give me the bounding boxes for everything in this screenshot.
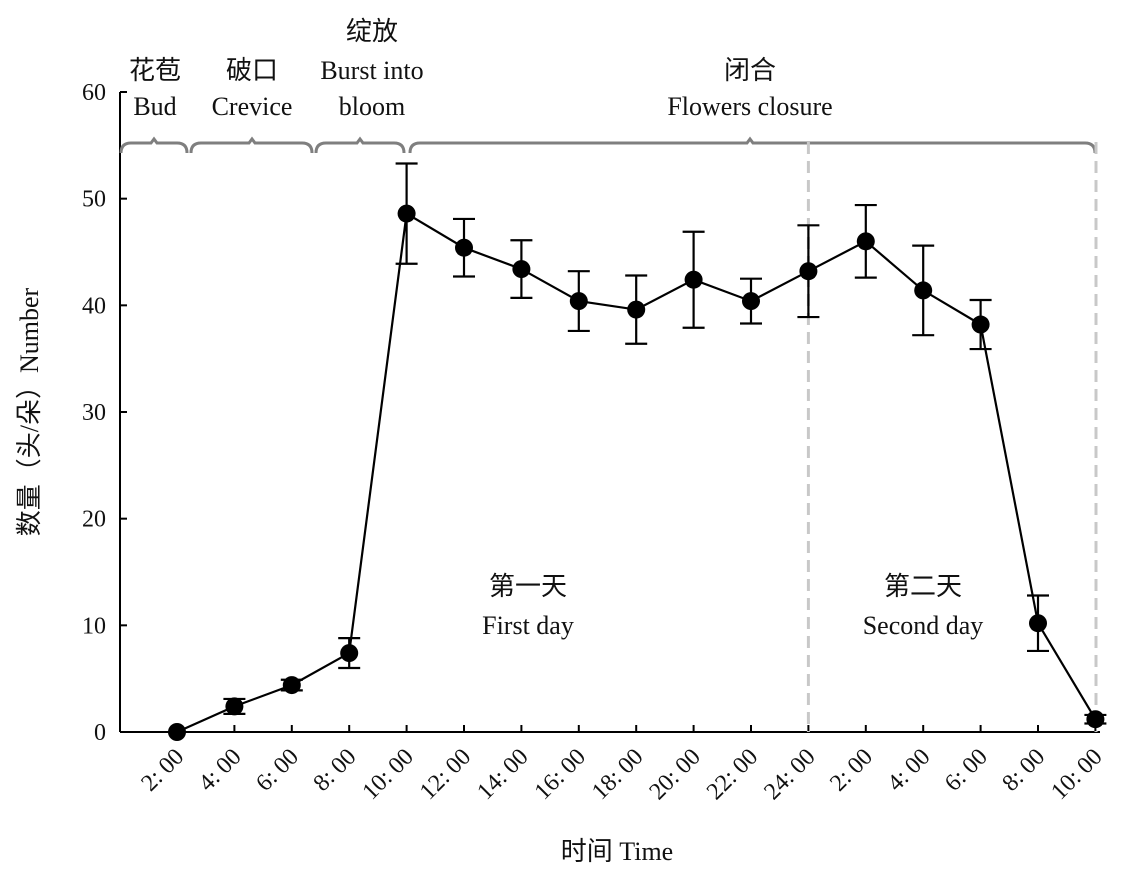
day-dividers: [806, 142, 1098, 732]
data-point: [168, 723, 186, 741]
brace-bud: [119, 136, 189, 154]
data-point: [1029, 614, 1047, 633]
y-tick-label: 0: [94, 720, 106, 746]
y-tick-label: 60: [82, 80, 106, 106]
data-point: [455, 238, 473, 257]
y-tick-label: 10: [82, 613, 106, 639]
x-tick-label: 18: 00: [587, 744, 648, 805]
x-tick-label: 12: 00: [415, 744, 476, 805]
x-tick-label: 16: 00: [530, 744, 591, 805]
x-axis-title: 时间 Time: [561, 837, 673, 866]
y-tick-label: 30: [82, 400, 106, 426]
y-tick-label: 50: [82, 187, 106, 213]
data-point: [1086, 710, 1105, 729]
brace-bloom: [314, 136, 406, 154]
x-tick-label: 8: 00: [309, 744, 362, 797]
x-tick-label: 8: 00: [997, 744, 1050, 797]
data-point: [340, 644, 359, 663]
x-tick-label: 6: 00: [251, 744, 304, 797]
phase-braces: [119, 136, 1097, 154]
day-label-second-zh: 第二天: [884, 572, 962, 601]
phase-label-closure-zh: 闭合: [724, 56, 776, 85]
data-point: [742, 292, 760, 311]
x-tick-label: 10: 00: [358, 744, 419, 805]
phase-label-crevice-zh: 破口: [226, 56, 278, 85]
data-point: [799, 262, 818, 281]
phase-label-bloom-zh: 绽放: [346, 17, 398, 46]
x-tick-label: 14: 00: [472, 744, 533, 805]
data-point: [627, 300, 646, 319]
data-point: [971, 315, 990, 334]
y-tick-labels: 0 10 20 30 40 50 60: [82, 80, 106, 746]
data-point: [282, 676, 301, 695]
x-tick-label: 4: 00: [194, 744, 247, 797]
data-point: [512, 260, 531, 279]
x-tick-label: 4: 00: [883, 744, 936, 797]
x-tick-label: 2: 00: [136, 744, 189, 797]
y-tick-label: 40: [82, 293, 106, 319]
x-tick-label: 24: 00: [759, 744, 820, 805]
day-label-second-en: Second day: [863, 611, 984, 640]
y-tick-label: 20: [82, 507, 106, 533]
data-point: [684, 270, 703, 289]
phase-label-bloom-en: Burst into: [320, 56, 423, 85]
data-point: [569, 292, 588, 311]
data-points: [168, 204, 1105, 741]
phase-label-bud-zh: 花苞: [129, 56, 181, 85]
day-label-first-zh: 第一天: [489, 572, 567, 601]
data-point: [856, 232, 875, 251]
brace-crevice: [189, 136, 314, 154]
data-point: [397, 204, 416, 223]
phase-label-bloom-en2: bloom: [339, 92, 405, 121]
day-label-first-en: First day: [482, 611, 574, 640]
brace-closure: [408, 136, 1097, 154]
x-tick-label: 10: 00: [1046, 744, 1107, 805]
phase-label-bud-en: Bud: [133, 92, 176, 121]
x-tick-label: 20: 00: [645, 744, 706, 805]
y-axis-title: 数量（头/朵）Number: [15, 287, 44, 536]
x-tick-label: 6: 00: [940, 744, 993, 797]
x-tick-label: 22: 00: [702, 744, 763, 805]
phase-label-closure-en: Flowers closure: [667, 92, 832, 121]
x-tick-label: 2: 00: [825, 744, 878, 797]
data-point: [225, 697, 244, 716]
data-point: [914, 281, 933, 300]
axes: [119, 91, 1100, 733]
phase-label-crevice-en: Crevice: [212, 92, 293, 121]
